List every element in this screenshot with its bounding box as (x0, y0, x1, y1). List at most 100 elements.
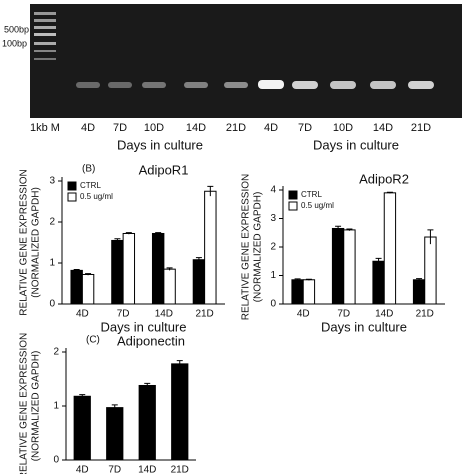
error-bar (111, 404, 118, 411)
lane-label: 14D (186, 122, 206, 134)
y-tick-label: 2 (49, 217, 55, 228)
lane-label: 14D (373, 122, 393, 134)
ladder (34, 12, 56, 60)
x-tick-label: 7D (337, 309, 350, 320)
x-axis-label: Days in culture (321, 319, 407, 334)
lane-label: 21D (226, 122, 246, 134)
error-bar (386, 191, 393, 194)
error-bar (85, 273, 92, 276)
y-axis-label: RELATIVE GENE EXPRESSION (241, 174, 252, 321)
y-tick-label: 2 (53, 347, 59, 358)
legend-label: 0.5 ug/ml (301, 201, 334, 210)
y-tick-label: 2 (270, 242, 276, 253)
y-tick-label: 3 (49, 176, 55, 187)
x-tick-label: 21D (416, 309, 434, 320)
x-tick-label: 7D (117, 309, 130, 320)
lane-label: 21D (411, 122, 431, 134)
y-tick-label: 3 (270, 213, 276, 224)
y-tick-label: 0 (270, 299, 276, 310)
error-bar (427, 229, 434, 245)
y-tick-label: 1 (49, 258, 55, 269)
y-axis-label: RELATIVE GENE EXPRESSION (19, 169, 30, 316)
error-bar (114, 238, 121, 243)
bar (70, 269, 83, 305)
error-bar (207, 185, 214, 197)
error-bar (73, 269, 80, 272)
legend-label: 0.5 ug/ml (80, 192, 113, 201)
ladder-label: 500bp (4, 24, 29, 34)
error-bar (335, 225, 342, 231)
gel-axis-label: Days in culture (313, 137, 399, 152)
x-tick-label: 4D (76, 465, 89, 474)
x-tick-label: 4D (297, 309, 310, 320)
error-bar (375, 257, 382, 265)
x-tick-label: 14D (155, 309, 173, 320)
y-axis-label: (NORMALIZED GAPDH) (253, 192, 264, 303)
bar (424, 236, 437, 305)
bar (151, 232, 165, 305)
gel-axis-label: Days in culture (117, 137, 203, 152)
y-tick-label: 4 (270, 185, 276, 196)
chart-title: AdipoR1 (139, 162, 189, 177)
legend-swatch (288, 190, 298, 200)
lane-label: 10D (333, 122, 353, 134)
bar (291, 279, 304, 305)
legend-swatch (288, 201, 298, 211)
error-bar (144, 382, 151, 388)
lane-label: 4D (81, 122, 95, 134)
error-bar (294, 278, 301, 281)
lane-label: 7D (113, 122, 127, 134)
bar (122, 232, 136, 305)
lane-label: 7D (298, 122, 312, 134)
y-tick-label: 0 (53, 455, 59, 466)
y-tick-label: 0 (49, 299, 55, 310)
bar (343, 229, 356, 305)
x-axis-label: Days in culture (101, 319, 187, 334)
bar (73, 395, 91, 461)
bar (81, 273, 95, 305)
legend-label: CTRL (80, 181, 101, 190)
bar (163, 268, 176, 305)
gel-bands (76, 80, 434, 89)
y-axis-label: (NORMALIZED GAPDH) (31, 187, 42, 298)
panel-label: (C) (86, 335, 100, 346)
bar (106, 407, 124, 461)
error-bar (155, 232, 162, 235)
error-bar (195, 257, 202, 262)
lane-label: 4D (264, 122, 278, 134)
lane-label: 1kb M (30, 122, 60, 134)
bar (302, 279, 316, 305)
bar (138, 384, 156, 461)
error-bar (176, 360, 183, 368)
y-tick-label: 1 (53, 401, 59, 412)
y-tick-label: 1 (270, 270, 276, 281)
x-tick-label: 4D (76, 309, 89, 320)
ladder-label: 100bp (2, 38, 27, 48)
x-tick-label: 14D (375, 309, 393, 320)
bar (192, 259, 206, 305)
error-bar (416, 278, 423, 281)
x-tick-label: 21D (171, 465, 189, 474)
legend-swatch (67, 192, 77, 202)
x-tick-label: 14D (138, 465, 156, 474)
panel-label: (B) (82, 164, 95, 175)
bar (204, 190, 217, 305)
lane-label: 10D (144, 122, 164, 134)
x-tick-label: 21D (195, 309, 213, 320)
error-bar (79, 394, 86, 398)
error-bar (305, 278, 312, 281)
y-axis-label: (NORMALIZED GAPDH) (31, 351, 42, 462)
chart-title: AdipoR2 (359, 171, 409, 186)
bar (171, 363, 189, 461)
y-axis-label: RELATIVE GENE EXPRESSION (19, 333, 30, 474)
x-tick-label: 7D (108, 465, 121, 474)
bar (111, 239, 124, 305)
bar (331, 227, 345, 305)
chart-title: Adiponectin (117, 333, 185, 348)
bar (383, 192, 397, 305)
legend-label: CTRL (301, 190, 322, 199)
legend-swatch (67, 181, 77, 191)
bar (372, 260, 385, 305)
gel-image (30, 4, 462, 118)
